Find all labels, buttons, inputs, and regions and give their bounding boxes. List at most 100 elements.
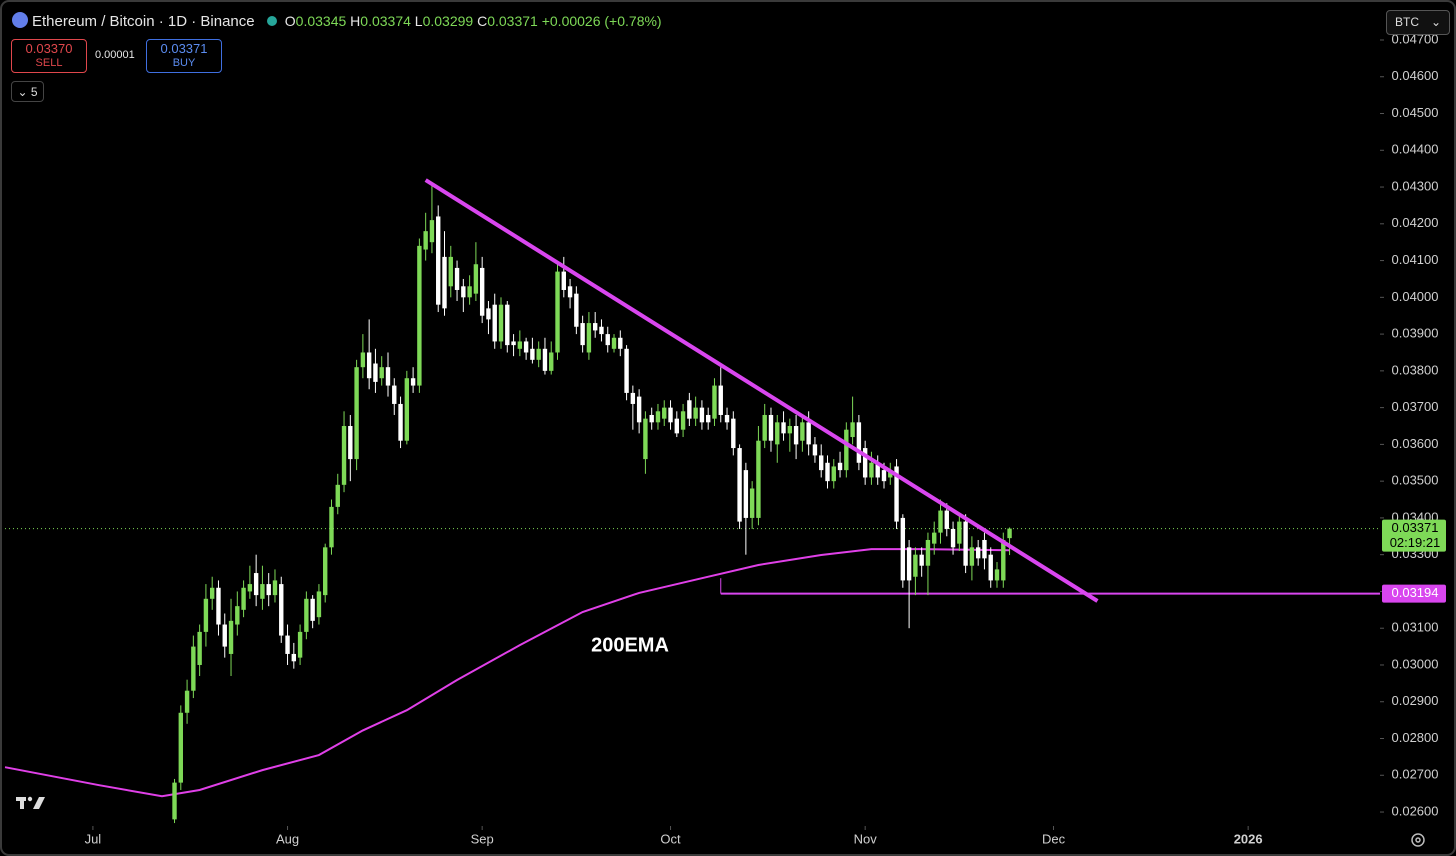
x-tick-label: Oct [660,831,681,846]
candle-body [611,337,617,349]
candle-body [549,352,554,371]
y-tick-label: 0.03700 [1392,399,1439,414]
candle-body [881,470,887,482]
candle-body [486,308,491,320]
candle-body [385,367,391,386]
ohlc: O0.03345 H0.03374 L0.03299 C0.03371 +0.0… [285,13,662,29]
candle-body [662,407,667,419]
x-tick-label: Jul [85,831,102,846]
candle-body [580,323,585,346]
candle-body [197,631,202,665]
candle-body [787,426,793,434]
candle-body [398,403,403,441]
ema-line [4,548,1010,798]
candle-body [806,422,811,445]
h-label: H [350,13,361,29]
trendline [424,178,1099,603]
candle-body [366,352,372,379]
candle-body [517,341,523,349]
support-label: 0.03194 [1392,585,1439,600]
candle-body [260,584,265,599]
candle-body [323,547,328,596]
candle-body [812,444,818,456]
l-value: 0.03299 [422,13,474,29]
candle-body [913,554,918,577]
candle-body [379,367,384,379]
candle-body [919,554,924,566]
candle-body [429,220,435,243]
candle-body [417,245,422,386]
candle-body [191,646,196,691]
candle-body [310,598,315,621]
candle-body [241,587,246,610]
candle-body [680,411,686,430]
candle-body [636,396,642,423]
candle-body [731,418,736,449]
candle-body [643,418,648,460]
candle-body [448,256,453,287]
candle-body [479,267,485,316]
y-tick-label: 0.02800 [1392,730,1439,745]
candle-body [963,521,968,566]
countdown: 02:19:21 [1390,535,1441,550]
candle-body [624,348,629,393]
settings-icon[interactable] [1411,833,1425,847]
candle-body [994,569,1000,581]
candle-body [316,591,322,618]
y-tick-label: 0.04200 [1392,215,1439,230]
candle-body [592,323,598,331]
candle-body [423,231,428,250]
currency: BTC [1395,15,1419,29]
candle-body [768,414,774,441]
change: +0.00026 (+0.78%) [541,13,662,29]
candle-body [467,286,472,298]
currency-select[interactable]: BTC ⌄ [1386,10,1450,35]
candle-body [354,367,359,460]
candle-body [392,385,397,404]
y-tick-label: 0.03800 [1392,362,1439,377]
candle-body [718,385,723,415]
candle-body [894,466,899,522]
candle-body [982,539,987,559]
candle-body [285,635,290,654]
candle-body [203,598,209,632]
candle-body [253,573,259,596]
buy-price: 0.03371 [160,41,208,56]
y-tick-label: 0.03600 [1392,436,1439,451]
candle-body [862,448,868,478]
y-tick-label: 0.03500 [1392,473,1439,488]
candle-body [869,462,874,478]
y-tick-label: 0.04500 [1392,105,1439,120]
candle-body [743,470,749,518]
candle-body [228,620,234,654]
candle-body [781,422,786,434]
y-tick-label: 0.04700 [1392,31,1439,46]
spread: 0.00001 [95,49,135,61]
candle-body [944,510,949,529]
candle-body [222,624,227,647]
candle-body [906,547,912,581]
candle-body [473,264,479,294]
candle-body [373,363,378,382]
candle-body [605,334,610,346]
candle-body [216,587,221,625]
buy-button[interactable]: 0.03371 BUY [146,39,222,73]
candle-body [247,584,253,592]
sell-button[interactable]: 0.03370 SELL [11,39,87,73]
x-tick-label: Nov [854,831,878,846]
indicators-toggle[interactable]: ⌄ 5 [11,81,44,102]
candle-body [523,341,529,353]
c-label: C [477,13,488,29]
y-tick-label: 0.02700 [1392,767,1439,782]
candle-body [762,414,767,441]
candle-body [184,690,190,713]
sell-label: SELL [35,57,63,69]
y-tick-label: 0.04400 [1392,142,1439,157]
candle-body [693,407,698,419]
y-tick-label: 0.03900 [1392,326,1439,341]
o-label: O [284,13,296,29]
candle-body [172,782,177,820]
c-value: 0.03371 [487,13,538,29]
candle-body [178,712,183,783]
